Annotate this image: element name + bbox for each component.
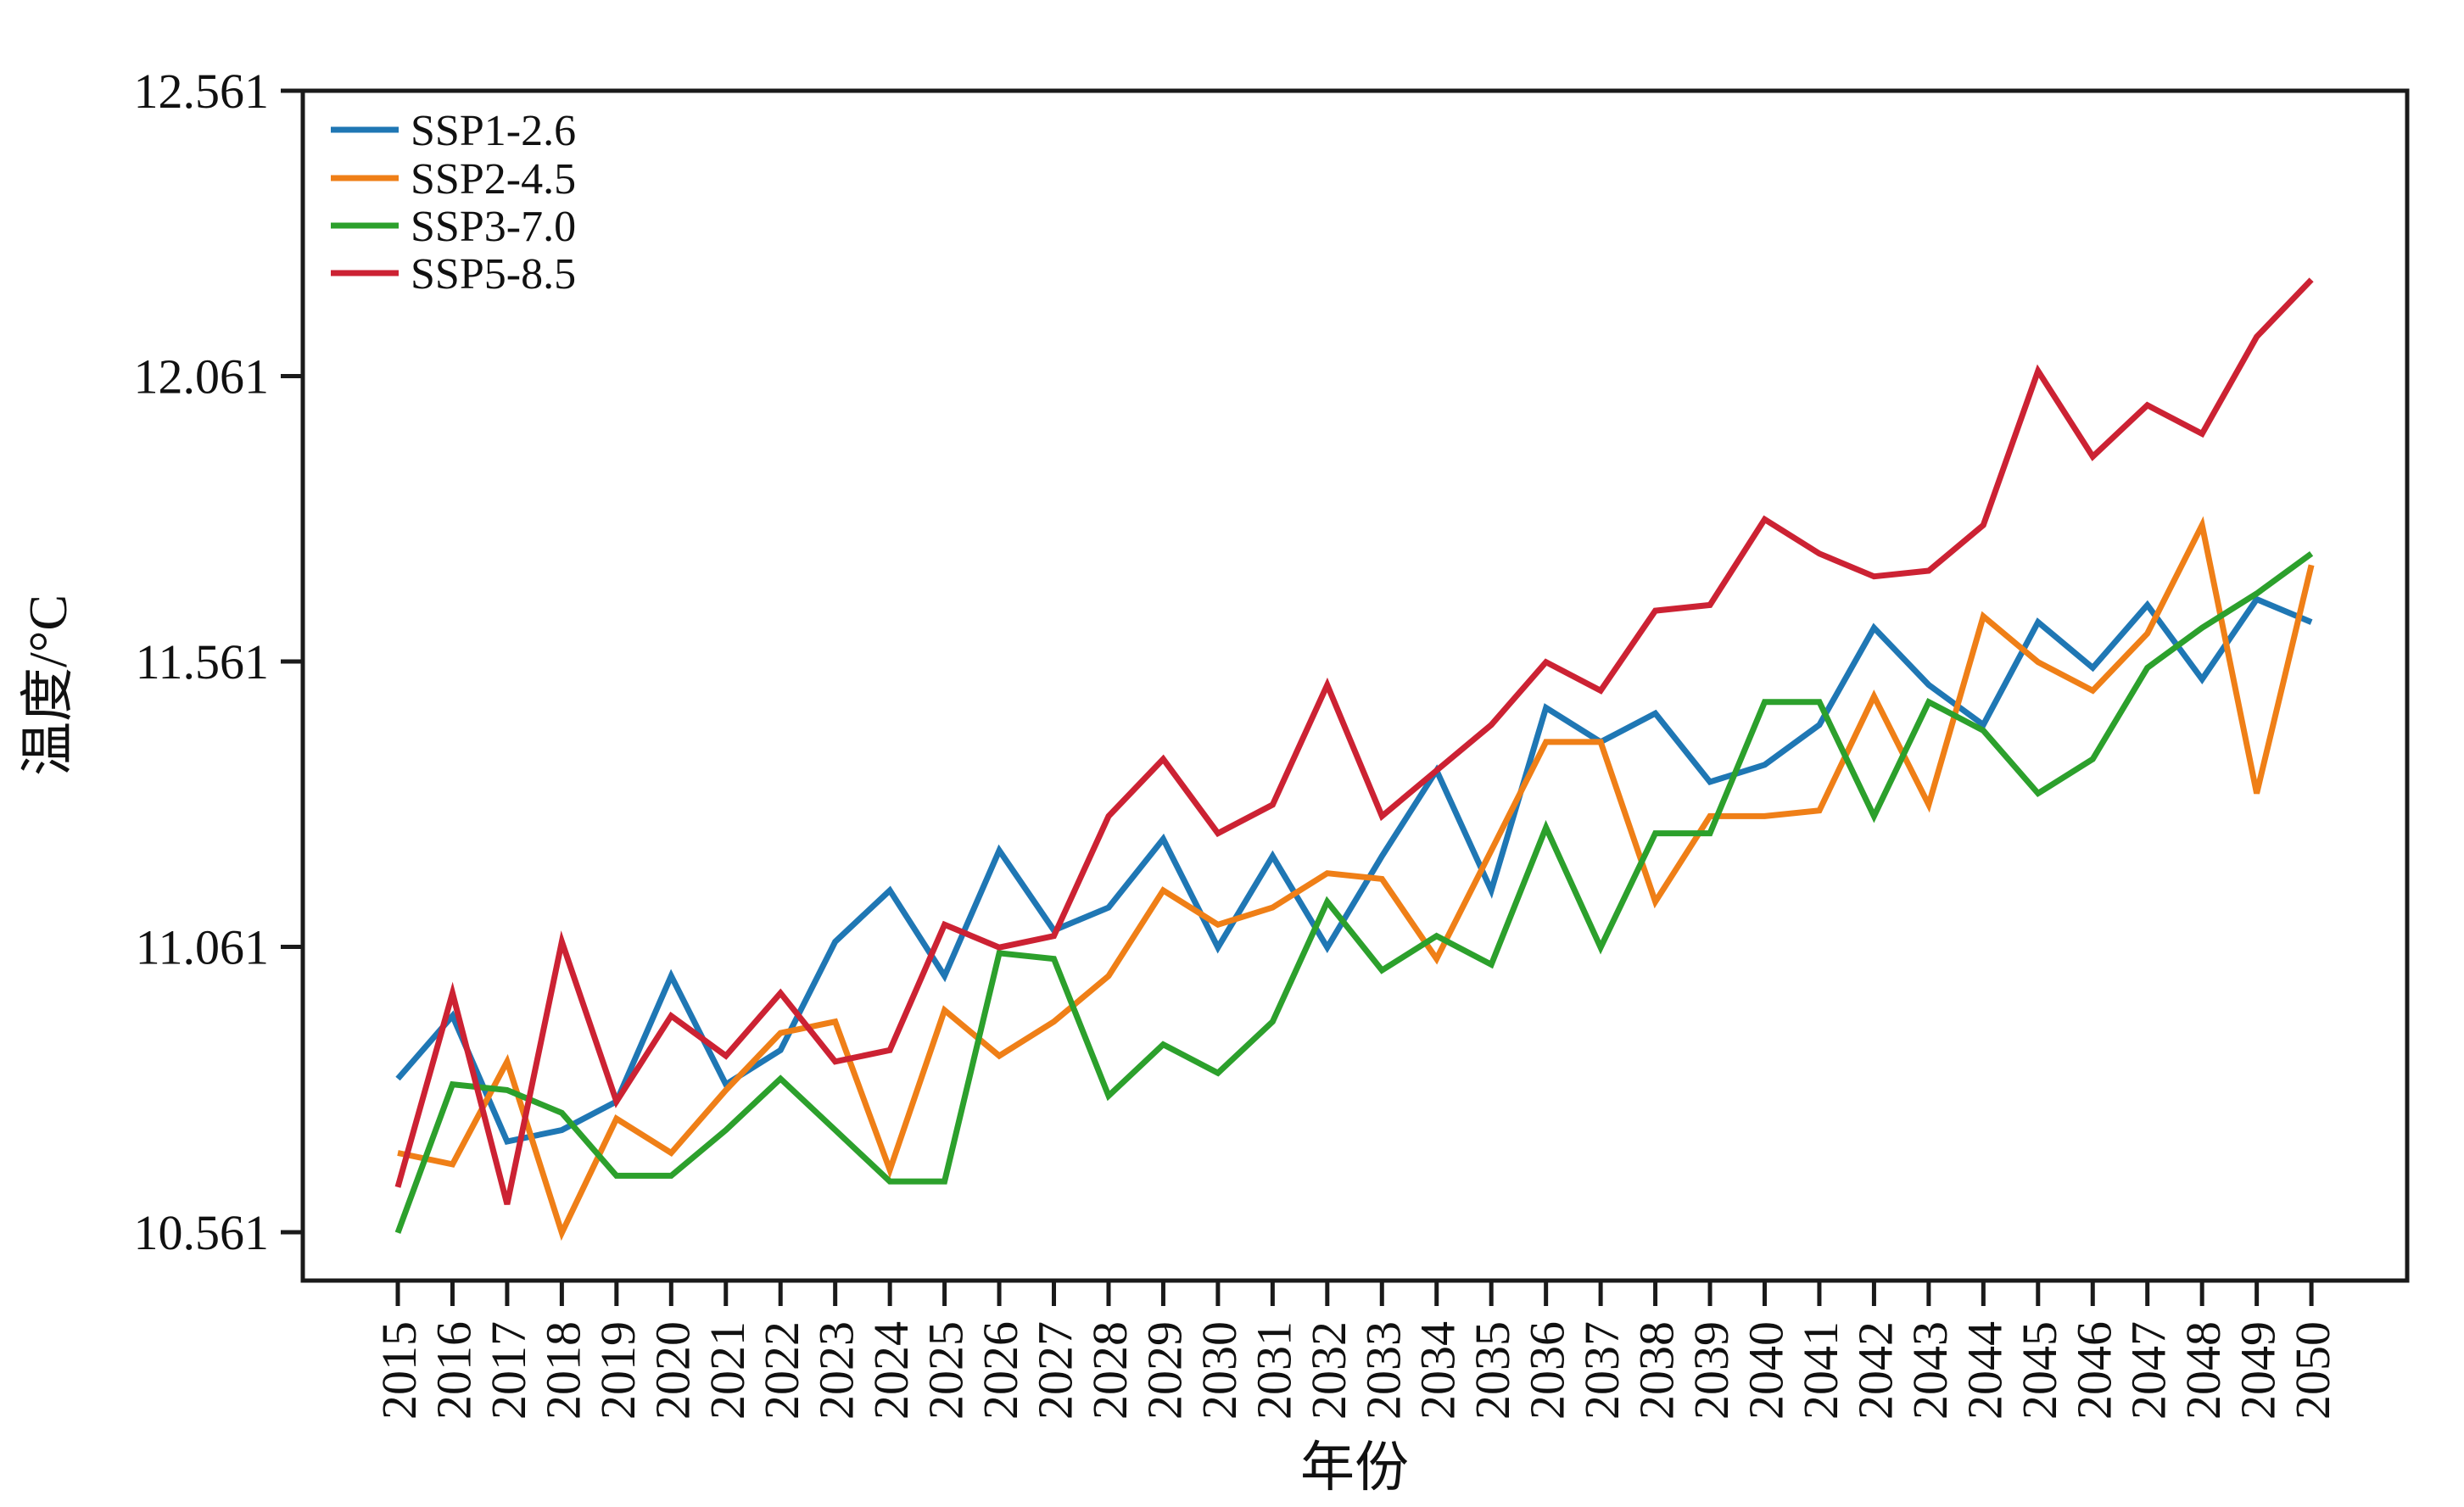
x-tick-label: 2050: [2285, 1321, 2340, 1420]
x-tick-label: 2031: [1246, 1321, 1301, 1420]
y-tick-label: 11.061: [136, 920, 269, 975]
x-tick-label: 2029: [1137, 1321, 1192, 1420]
x-tick-label: 2049: [2231, 1321, 2286, 1420]
x-tick-label: 2045: [2012, 1321, 2067, 1420]
x-tick-label: 2015: [372, 1321, 427, 1420]
plot-border: [300, 88, 2410, 1283]
x-tick-label: 2038: [1629, 1321, 1685, 1420]
y-tick-label: 12.561: [134, 64, 270, 119]
series-lines: [394, 277, 2315, 1242]
x-tick-label: 2020: [645, 1321, 700, 1420]
x-tick-label: 2016: [426, 1321, 481, 1420]
x-tick-label: 2047: [2121, 1321, 2176, 1420]
legend-label-ssp2: SSP2-4.5: [411, 155, 576, 204]
series-line-ssp3-7.0: [394, 550, 2314, 1234]
x-tick-label: 2042: [1847, 1321, 1902, 1420]
x-tick-label: 2040: [1739, 1321, 1794, 1420]
x-tick-label: 2035: [1465, 1321, 1520, 1420]
x-tick-label: 2034: [1411, 1321, 1466, 1420]
x-tick-label: 2021: [700, 1321, 755, 1420]
x-tick-label: 2043: [1902, 1321, 1958, 1420]
legend-label-ssp3: SSP3-7.0: [411, 203, 576, 251]
legend-item-ssp2: SSP2-4.5: [331, 155, 576, 204]
series-line-ssp5-8.5: [394, 277, 2314, 1205]
x-tick-label: 2030: [1192, 1321, 1247, 1420]
y-tick-label: 11.561: [136, 634, 269, 689]
x-tick-label: 2023: [809, 1321, 864, 1420]
legend-item-ssp1: SSP1-2.6: [331, 107, 576, 155]
x-tick-label: 2036: [1520, 1321, 1575, 1420]
legend-item-ssp3: SSP3-7.0: [331, 203, 576, 251]
x-tick-label: 2018: [535, 1321, 590, 1420]
x-tick-label: 2037: [1574, 1321, 1629, 1420]
y-tick-label: 12.061: [134, 349, 270, 405]
x-tick-label: 2025: [919, 1321, 974, 1420]
legend-item-ssp5: SSP5-8.5: [331, 250, 576, 299]
x-tick-label: 2019: [590, 1321, 645, 1420]
x-tick-label: 2028: [1082, 1321, 1137, 1420]
y-tick-label: 10.561: [134, 1205, 270, 1260]
x-tick-label: 2044: [1957, 1321, 2012, 1420]
x-tick-label: 2017: [481, 1321, 536, 1420]
x-tick-label: 2024: [863, 1321, 919, 1420]
x-tick-label: 2039: [1684, 1321, 1739, 1420]
x-tick-label: 2046: [2066, 1321, 2121, 1420]
legend-label-ssp5: SSP5-8.5: [411, 250, 576, 299]
x-tick-label: 2048: [2176, 1321, 2231, 1420]
x-tick-label: 2022: [754, 1321, 809, 1420]
series-line-ssp2-4.5: [397, 516, 2315, 1242]
x-tick-label: 2033: [1355, 1321, 1411, 1420]
x-tick-label: 2026: [973, 1321, 1028, 1420]
x-tick-label: 2032: [1301, 1321, 1356, 1420]
series-line-ssp1-2.6: [395, 595, 2313, 1146]
x-axis-title: 年份: [1300, 1437, 1409, 1498]
legend-label-ssp1: SSP1-2.6: [411, 107, 576, 155]
legend: SSP1-2.6 SSP2-4.5 SSP3-7.0 SSP5-8.5: [331, 107, 576, 299]
x-tick-label: 2027: [1028, 1321, 1083, 1420]
y-axis-title: 温度/°C: [18, 594, 78, 776]
x-tick-label: 2041: [1793, 1321, 1848, 1420]
